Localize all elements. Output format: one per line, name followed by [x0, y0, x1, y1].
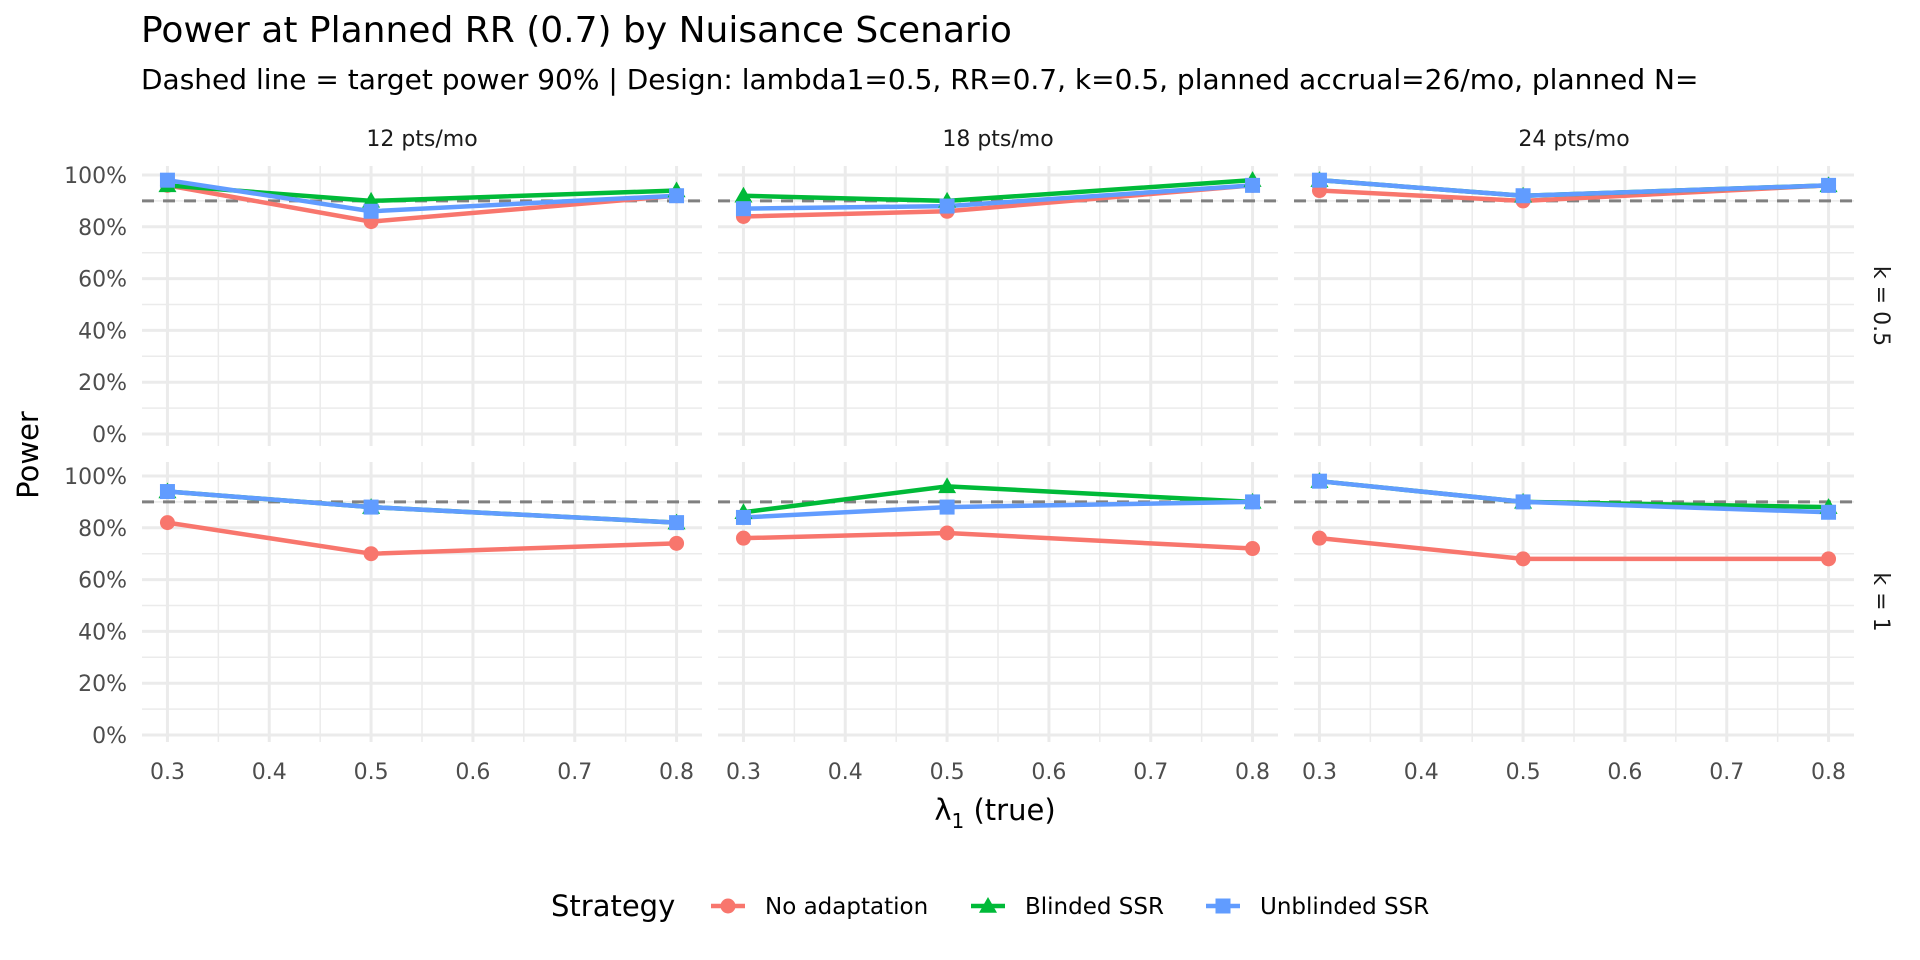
panel-0-2: 24 pts/mo k = 0.5 [1294, 127, 1893, 446]
data-point-no-adaptation [1311, 530, 1327, 546]
x-tick-label: 0.5 [354, 760, 389, 785]
data-point-no-adaptation [939, 525, 955, 541]
y-tick-label: 80% [78, 517, 127, 542]
x-tick-label: 0.3 [150, 760, 185, 785]
row-strip-label: k = 0.5 [1868, 266, 1893, 346]
data-point-unblinded-ssr [1245, 177, 1261, 193]
data-point-unblinded-ssr [363, 499, 379, 515]
x-tick-label: 0.8 [1235, 760, 1270, 785]
row-strip-label: k = 1 [1868, 572, 1893, 631]
data-point-unblinded-ssr [159, 172, 175, 188]
x-axis-title: λ1 (true) [934, 793, 1055, 833]
data-point-unblinded-ssr [735, 201, 751, 217]
data-point-no-adaptation [1515, 551, 1531, 567]
data-point-unblinded-ssr [669, 515, 685, 531]
legend-item-no-adaptation: No adaptation [711, 894, 928, 920]
legend-item-unblinded-ssr: Unblinded SSR [1206, 894, 1429, 920]
data-point-unblinded-ssr [363, 203, 379, 219]
x-tick-label: 0.5 [1506, 760, 1541, 785]
data-point-unblinded-ssr [1515, 188, 1531, 204]
data-point-unblinded-ssr [939, 499, 955, 515]
x-tick-label: 0.6 [1607, 760, 1642, 785]
data-point-blinded-ssr [362, 191, 381, 208]
legend-label: Unblinded SSR [1260, 894, 1429, 920]
data-point-no-adaptation [363, 546, 379, 562]
y-tick-label: 40% [78, 319, 127, 344]
x-tick-label: 0.4 [828, 760, 863, 785]
panel-0-0: 12 pts/mo 0% 20% 40% 60% 80% 100% [64, 127, 702, 448]
legend-title: Strategy [551, 889, 675, 923]
data-point-no-adaptation [159, 515, 175, 531]
x-axis-title-suffix: (true) [964, 793, 1055, 827]
y-tick-label: 20% [78, 371, 127, 396]
legend-label: No adaptation [765, 894, 928, 920]
legend-label: Blinded SSR [1025, 894, 1164, 920]
panel-1-1: 0.3 0.4 0.5 0.6 0.7 0.8 [718, 462, 1278, 785]
data-point-no-adaptation [1821, 551, 1837, 567]
data-point-blinded-ssr [938, 477, 957, 494]
column-strip-label: 24 pts/mo [1518, 127, 1629, 152]
chart-subtitle: Dashed line = target power 90% | Design:… [141, 63, 1698, 96]
x-tick-label: 0.7 [1709, 760, 1744, 785]
y-tick-label: 60% [78, 569, 127, 594]
x-tick-label: 0.7 [1133, 760, 1168, 785]
data-point-no-adaptation [669, 535, 685, 551]
data-point-no-adaptation [1245, 541, 1261, 557]
y-tick-label: 0% [92, 423, 127, 448]
data-point-blinded-ssr [734, 186, 753, 203]
x-axis-title-lambda: λ [934, 793, 951, 827]
column-strip-label: 18 pts/mo [942, 127, 1053, 152]
x-tick-label: 0.4 [252, 760, 287, 785]
x-tick-label: 0.4 [1404, 760, 1439, 785]
panels: 12 pts/mo 0% 20% 40% 60% 80% 100% 18 pts/mo 24 p… [64, 127, 1893, 785]
panel-0-1: 18 pts/mo [718, 127, 1278, 446]
y-tick-label: 40% [78, 620, 127, 645]
x-tick-label: 0.5 [930, 760, 965, 785]
data-point-unblinded-ssr [1245, 494, 1261, 510]
legend-key-square-icon [1215, 898, 1231, 914]
x-tick-label: 0.8 [1811, 760, 1846, 785]
x-tick-label: 0.6 [1031, 760, 1066, 785]
x-tick-label: 0.3 [1302, 760, 1337, 785]
panel-1-2: k = 1 0.3 0.4 0.5 0.6 0.7 0.8 [1294, 462, 1893, 785]
y-tick-label: 60% [78, 268, 127, 293]
panel-1-0: 0% 20% 40% 60% 80% 100% 0.3 0.4 0.5 0.6 0.7 0.8 [64, 462, 702, 785]
data-point-unblinded-ssr [1821, 504, 1837, 520]
y-axis-title: Power [11, 411, 45, 499]
data-point-unblinded-ssr [1821, 177, 1837, 193]
data-point-unblinded-ssr [735, 509, 751, 525]
y-tick-label: 100% [64, 465, 127, 490]
y-tick-label: 20% [78, 672, 127, 697]
x-tick-label: 0.3 [726, 760, 761, 785]
data-point-no-adaptation [735, 530, 751, 546]
data-point-unblinded-ssr [1311, 473, 1327, 489]
y-tick-label: 0% [92, 724, 127, 749]
data-point-unblinded-ssr [159, 484, 175, 500]
x-axis-title-subscript: 1 [952, 809, 965, 833]
data-point-unblinded-ssr [669, 188, 685, 204]
x-tick-label: 0.8 [659, 760, 694, 785]
x-tick-label: 0.6 [455, 760, 490, 785]
y-tick-label: 80% [78, 216, 127, 241]
y-tick-label: 100% [64, 164, 127, 189]
x-tick-label: 0.7 [557, 760, 592, 785]
legend-item-blinded-ssr: Blinded SSR [971, 894, 1164, 920]
data-point-unblinded-ssr [1311, 172, 1327, 188]
column-strip-label: 12 pts/mo [366, 127, 477, 152]
legend-key-triangle-icon [979, 897, 997, 913]
chart-title: Power at Planned RR (0.7) by Nuisance Sc… [141, 10, 1012, 51]
legend-key-circle-icon [720, 898, 736, 914]
data-point-unblinded-ssr [1515, 494, 1531, 510]
legend: Strategy No adaptation Blinded SSR Unblind… [551, 889, 1429, 923]
data-point-unblinded-ssr [939, 198, 955, 214]
